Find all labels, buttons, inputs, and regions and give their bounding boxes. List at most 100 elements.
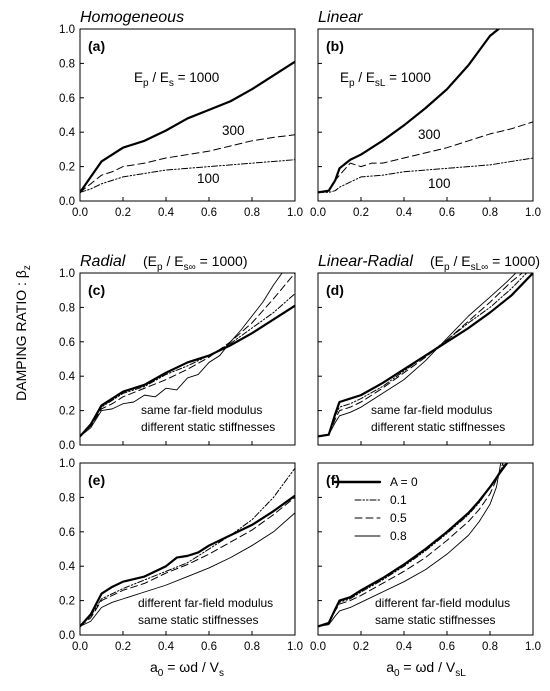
ytick-label-a-4: 0.8 — [59, 58, 75, 70]
panel-f-letter: (f) — [326, 472, 340, 488]
x-axis-title-left: a0 = ωd / Vs — [150, 659, 224, 679]
panel-b-label-300: 300 — [418, 127, 441, 142]
panel-b-frame — [317, 28, 534, 202]
panel-c-note-2: different static stiffnesses — [141, 420, 275, 434]
series-c-dashed-2 — [80, 273, 295, 437]
xtick-label-b-5: 1.0 — [525, 207, 541, 219]
xtick-label-a-1: 0.2 — [115, 207, 131, 219]
panel-d-note-2: different static stiffnesses — [371, 420, 505, 434]
panel-a-letter: (a) — [88, 38, 105, 54]
series-e-dash-dot-dot-1 — [80, 467, 295, 627]
xtick-label-b-0: 0.0 — [310, 207, 326, 219]
panel-a-ratio-label: Ep / Es = 1000 — [134, 70, 219, 89]
xtick-label-e-1: 0.2 — [115, 641, 131, 653]
y-axis-title: DAMPING RATIO : βz — [13, 265, 33, 401]
ytick-label-c-0: 0.0 — [59, 440, 75, 452]
ytick-label-a-0: 0.0 — [59, 196, 75, 208]
xtick-label-e-3: 0.6 — [201, 641, 217, 653]
series-f-dashed-2 — [318, 463, 504, 627]
series-d-dash-dot-dot-1 — [318, 273, 528, 437]
xtick-label-a-5: 1.0 — [287, 207, 303, 219]
series-d-dashed-2 — [318, 273, 523, 437]
panel-e-note-1: different far-field modulus — [138, 596, 273, 610]
panel-c-subtitle: (Ep / Es∞ = 1000) — [143, 253, 247, 273]
panel-b-title: Linear — [318, 9, 363, 26]
xtick-label-a-3: 0.6 — [201, 207, 217, 219]
panel-c-letter: (c) — [88, 282, 105, 298]
xtick-label-e-2: 0.4 — [158, 641, 175, 653]
panel-f-note-2: same static stiffnesses — [375, 613, 496, 627]
panel-d-letter: (d) — [326, 282, 344, 298]
xtick-label-f-1: 0.2 — [353, 641, 369, 653]
panel-a-label-100: 100 — [197, 171, 220, 186]
xtick-label-f-5: 1.0 — [525, 641, 541, 653]
panel-c-note-1: same far-field modulus — [141, 403, 262, 417]
panel-d-subtitle: (Ep / EsL∞ = 1000) — [430, 253, 540, 273]
xtick-label-e-5: 1.0 — [287, 641, 303, 653]
legend-label-a01: 0.1 — [390, 493, 407, 507]
ytick-label-a-3: 0.6 — [59, 93, 75, 105]
series-b-dash-dot-dot-2 — [318, 157, 533, 193]
ytick-label-c-2: 0.4 — [59, 371, 76, 383]
panel-a-title: Homogeneous — [80, 9, 184, 26]
ytick-label-a-2: 0.4 — [59, 127, 76, 139]
legend-label-a08: 0.8 — [390, 529, 407, 543]
legend-label-a0: A = 0 — [390, 475, 418, 489]
panel-e-frame — [79, 462, 296, 636]
ytick-label-e-2: 0.4 — [59, 561, 76, 573]
xtick-label-f-2: 0.4 — [396, 641, 413, 653]
ytick-label-a-1: 0.2 — [59, 162, 75, 174]
series-c-solid-thin-3 — [80, 273, 283, 437]
series-c-solid-thick-0 — [80, 304, 295, 438]
xtick-label-f-3: 0.6 — [439, 641, 455, 653]
panel-b-label-100: 100 — [428, 176, 451, 191]
xtick-label-f-0: 0.0 — [310, 641, 326, 653]
panel-c-frame — [79, 272, 296, 446]
legend-label-a05: 0.5 — [390, 511, 407, 525]
xtick-label-a-2: 0.4 — [158, 207, 175, 219]
ytick-label-e-5: 1.0 — [59, 458, 75, 470]
xtick-label-a-4: 0.8 — [244, 207, 260, 219]
ytick-label-c-3: 0.6 — [59, 337, 75, 349]
panel-a-frame — [79, 28, 296, 202]
xtick-label-b-3: 0.6 — [439, 207, 455, 219]
panel-f-note-1: different far-field modulus — [375, 596, 510, 610]
panel-e-note-2: same static stiffnesses — [138, 613, 259, 627]
series-a-dash-dot-dot-2 — [80, 159, 295, 193]
panel-e-letter: (e) — [88, 472, 105, 488]
panel-b-letter: (b) — [326, 38, 344, 54]
xtick-label-f-4: 0.8 — [482, 641, 498, 653]
series-c-dash-dot-dot-1 — [80, 293, 295, 437]
xtick-label-a-0: 0.0 — [72, 207, 88, 219]
panel-f-frame — [317, 462, 534, 636]
ytick-label-a-5: 1.0 — [59, 24, 75, 36]
series-a-solid-thick-0 — [80, 60, 295, 194]
legend: A = 0 0.1 0.5 0.8 — [333, 475, 418, 543]
ytick-label-c-4: 0.8 — [59, 302, 75, 314]
series-e-solid-thin-3 — [80, 512, 295, 627]
xtick-label-e-4: 0.8 — [244, 641, 260, 653]
panel-d-frame — [317, 272, 534, 446]
series-d-solid-thin-3 — [318, 273, 517, 437]
plot-layer: 0.0 0.2 0.4 0.6 0.8 1.00.00.20.40.60.81.00.0 0… — [59, 24, 541, 653]
series-a-dashed-1 — [80, 134, 295, 193]
ytick-label-c-1: 0.2 — [59, 406, 75, 418]
ytick-label-e-1: 0.2 — [59, 596, 75, 608]
panel-c-title: Radial — [80, 253, 126, 270]
xtick-label-b-2: 0.4 — [396, 207, 413, 219]
series-d-solid-thick-0 — [318, 273, 533, 438]
panel-a-label-300: 300 — [222, 123, 245, 138]
series-b-dashed-1 — [318, 121, 533, 193]
ytick-label-e-4: 0.8 — [59, 492, 75, 504]
series-f-dash-dot-dot-1 — [318, 463, 506, 627]
ytick-label-e-3: 0.6 — [59, 527, 75, 539]
series-e-dashed-2 — [80, 496, 295, 627]
panel-b-ratio-label: Ep / EsL = 1000 — [340, 70, 431, 89]
xtick-label-e-0: 0.0 — [72, 641, 88, 653]
xtick-label-b-4: 0.8 — [482, 207, 498, 219]
x-axis-title-right: a0 = ωd / VsL — [386, 659, 466, 679]
series-e-solid-thick-0 — [80, 494, 295, 628]
panel-d-title: Linear-Radial — [318, 253, 413, 270]
series-b-solid-thick-0 — [318, 29, 500, 194]
